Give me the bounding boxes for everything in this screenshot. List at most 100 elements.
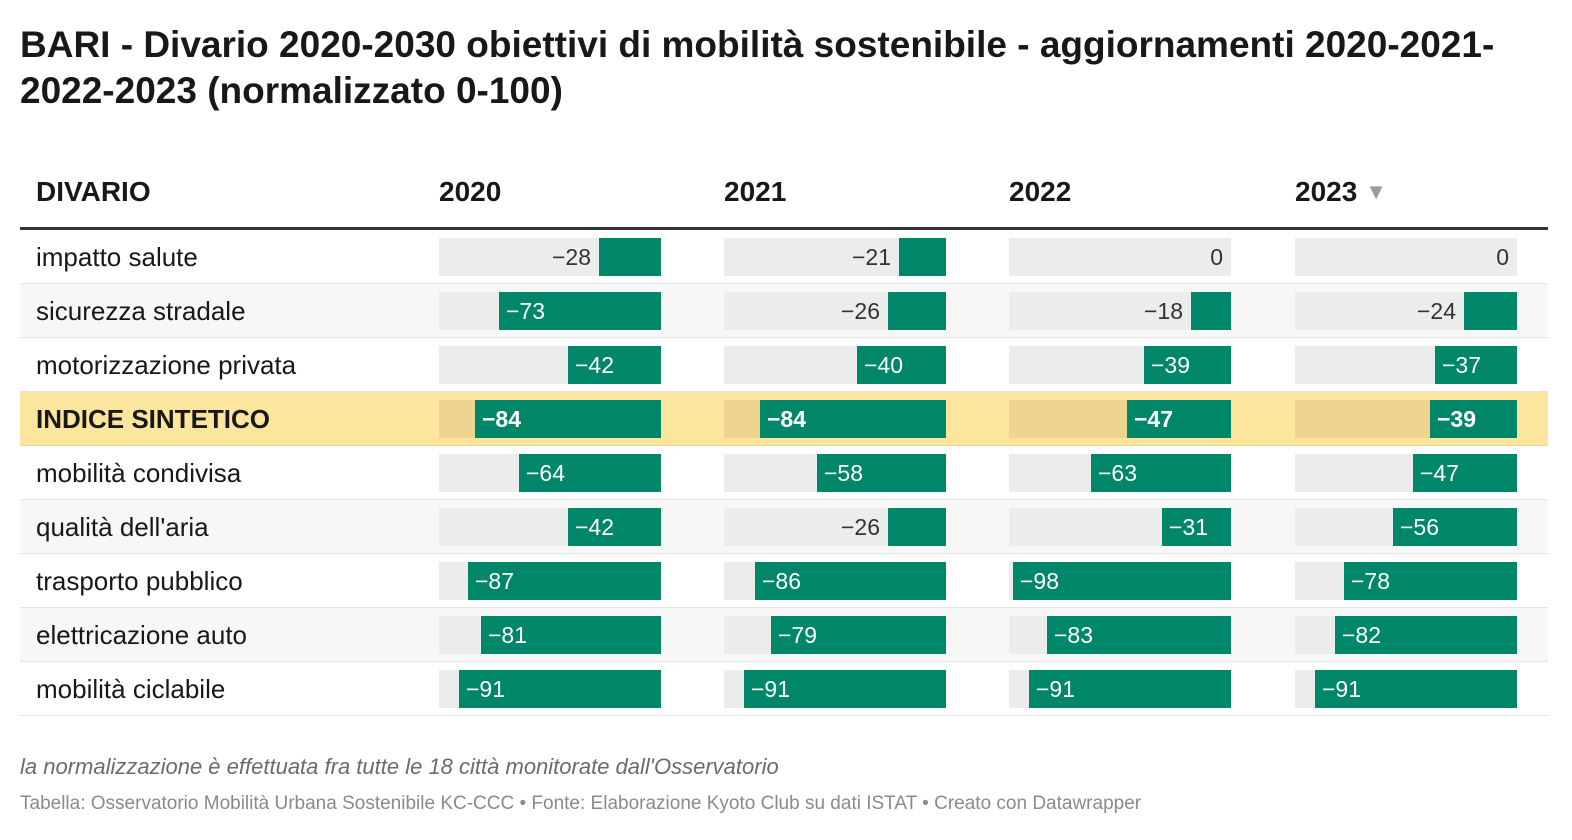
chart-notes: la normalizzazione è effettuata fra tutt… bbox=[20, 754, 779, 779]
bar-cell-2021: −91 bbox=[724, 670, 946, 708]
bar-fill bbox=[755, 562, 946, 600]
data-label: −84 bbox=[482, 406, 522, 432]
column-header-2021[interactable]: 2021 bbox=[724, 176, 787, 207]
data-label: −91 bbox=[466, 676, 506, 702]
bar-fill bbox=[1344, 562, 1517, 600]
bar-cell-2020: −28 bbox=[439, 238, 661, 276]
bar-fill bbox=[760, 400, 946, 438]
bar-fill bbox=[1413, 454, 1517, 492]
bar-cell-2020: −91 bbox=[439, 670, 661, 708]
data-label: −18 bbox=[1143, 298, 1183, 324]
row-label: INDICE SINTETICO bbox=[36, 404, 271, 434]
bar-cell-2022: −98 bbox=[1009, 562, 1231, 600]
sort-descending-icon[interactable]: ▼ bbox=[1365, 179, 1388, 204]
chart-title: BARI - Divario 2020-2030 obiettivi di mo… bbox=[20, 24, 1495, 111]
bar-fill bbox=[1047, 616, 1231, 654]
bar-cell-2020: −84 bbox=[439, 400, 661, 438]
column-header-2022[interactable]: 2022 bbox=[1009, 176, 1072, 207]
bar-fill bbox=[1029, 670, 1231, 708]
bar-fill bbox=[1144, 346, 1231, 384]
bar-cell-2020: −73 bbox=[439, 292, 661, 330]
bar-fill bbox=[568, 346, 661, 384]
bar-fill bbox=[499, 292, 661, 330]
data-label: −37 bbox=[1442, 352, 1482, 378]
column-header-2023[interactable]: 2023 ▼ bbox=[1295, 176, 1388, 207]
data-label: −28 bbox=[551, 244, 591, 270]
bar-cell-2022: −31 bbox=[1009, 508, 1231, 546]
bar-cell-2021: −86 bbox=[724, 562, 946, 600]
bar-cell-2020: −64 bbox=[439, 454, 661, 492]
bar-fill bbox=[568, 508, 661, 546]
bar-fill bbox=[599, 238, 661, 276]
column-header-2020[interactable]: 2020 bbox=[439, 176, 502, 207]
data-label: −39 bbox=[1151, 352, 1191, 378]
row-label: motorizzazione privata bbox=[36, 350, 297, 380]
row-label: mobilità condivisa bbox=[36, 458, 242, 488]
table-row: impatto salute −28 −21 0 0 bbox=[20, 230, 1548, 284]
bar-fill bbox=[1393, 508, 1517, 546]
data-label: −21 bbox=[851, 244, 891, 270]
bar-fill bbox=[1127, 400, 1231, 438]
table-header: DIVARIO 2020 2021 2022 2023 ▼ bbox=[20, 170, 1548, 228]
bar-fill bbox=[771, 616, 946, 654]
table-row: trasporto pubblico −87 −86 −98 −78 bbox=[20, 554, 1548, 608]
bar-cell-2021: −26 bbox=[724, 508, 946, 546]
bar-track bbox=[1295, 238, 1517, 276]
bar-cell-2022: −63 bbox=[1009, 454, 1231, 492]
data-label: −56 bbox=[1400, 514, 1440, 540]
bar-cell-2021: −40 bbox=[724, 346, 946, 384]
bar-fill bbox=[1013, 562, 1231, 600]
bar-fill bbox=[1435, 346, 1517, 384]
data-label: −87 bbox=[475, 568, 515, 594]
table-row: mobilità ciclabile −91 −91 −91 −91 bbox=[20, 662, 1548, 716]
bar-cell-2023: −37 bbox=[1295, 346, 1517, 384]
bar-cell-2022: −91 bbox=[1009, 670, 1231, 708]
row-label: impatto salute bbox=[36, 242, 198, 272]
bar-cell-2020: −87 bbox=[439, 562, 661, 600]
data-label: −84 bbox=[767, 406, 807, 432]
table-row: mobilità condivisa −64 −58 −63 −47 bbox=[20, 446, 1548, 500]
bar-cell-2023: −47 bbox=[1295, 454, 1517, 492]
bar-fill bbox=[1191, 292, 1231, 330]
row-label: trasporto pubblico bbox=[36, 566, 243, 596]
header-divider bbox=[20, 227, 1548, 230]
row-label: elettricazione auto bbox=[36, 620, 248, 650]
bar-cell-2021: −58 bbox=[724, 454, 946, 492]
bar-cell-2022: −39 bbox=[1009, 346, 1231, 384]
bar-fill bbox=[888, 508, 946, 546]
data-label: −26 bbox=[840, 514, 880, 540]
row-label: qualità dell'aria bbox=[36, 512, 209, 542]
data-label: −79 bbox=[778, 622, 818, 648]
data-label: −81 bbox=[488, 622, 528, 648]
table-row: INDICE SINTETICO −84 −84 −47 −39 bbox=[20, 392, 1548, 446]
data-label: −42 bbox=[575, 514, 615, 540]
data-label: −98 bbox=[1020, 568, 1060, 594]
data-label: 0 bbox=[1210, 244, 1223, 270]
column-header-divario[interactable]: DIVARIO bbox=[36, 176, 151, 207]
bar-cell-2020: −42 bbox=[439, 346, 661, 384]
row-label: sicurezza stradale bbox=[36, 296, 246, 326]
bar-cell-2021: −79 bbox=[724, 616, 946, 654]
bar-fill bbox=[857, 346, 946, 384]
data-label: −47 bbox=[1134, 406, 1174, 432]
bar-fill bbox=[519, 454, 661, 492]
bar-fill bbox=[1335, 616, 1517, 654]
bar-fill bbox=[1315, 670, 1517, 708]
bar-cell-2023: 0 bbox=[1295, 238, 1517, 276]
data-label: −58 bbox=[824, 460, 864, 486]
data-label: −91 bbox=[1036, 676, 1076, 702]
bar-fill bbox=[475, 400, 661, 438]
bar-cell-2022: −83 bbox=[1009, 616, 1231, 654]
bar-fill bbox=[899, 238, 946, 276]
bar-cell-2023: −91 bbox=[1295, 670, 1517, 708]
data-label: −31 bbox=[1169, 514, 1209, 540]
bar-cell-2022: 0 bbox=[1009, 238, 1231, 276]
bar-cell-2023: −56 bbox=[1295, 508, 1517, 546]
data-label: −73 bbox=[506, 298, 546, 324]
bar-cell-2023: −82 bbox=[1295, 616, 1517, 654]
bar-fill bbox=[459, 670, 661, 708]
bar-cell-2021: −21 bbox=[724, 238, 946, 276]
data-label: −78 bbox=[1351, 568, 1391, 594]
table-row: motorizzazione privata −42 −40 −39 −37 bbox=[20, 338, 1548, 392]
row-label: mobilità ciclabile bbox=[36, 674, 226, 704]
